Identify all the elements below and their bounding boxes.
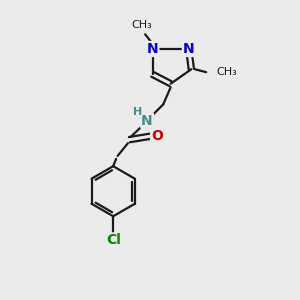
Text: CH₃: CH₃	[216, 67, 237, 77]
Text: Cl: Cl	[106, 233, 121, 248]
Text: N: N	[147, 42, 158, 56]
Text: CH₃: CH₃	[132, 20, 153, 30]
Text: H: H	[133, 107, 142, 117]
Text: N: N	[141, 114, 153, 128]
Text: O: O	[151, 129, 163, 143]
Text: N: N	[183, 42, 194, 56]
